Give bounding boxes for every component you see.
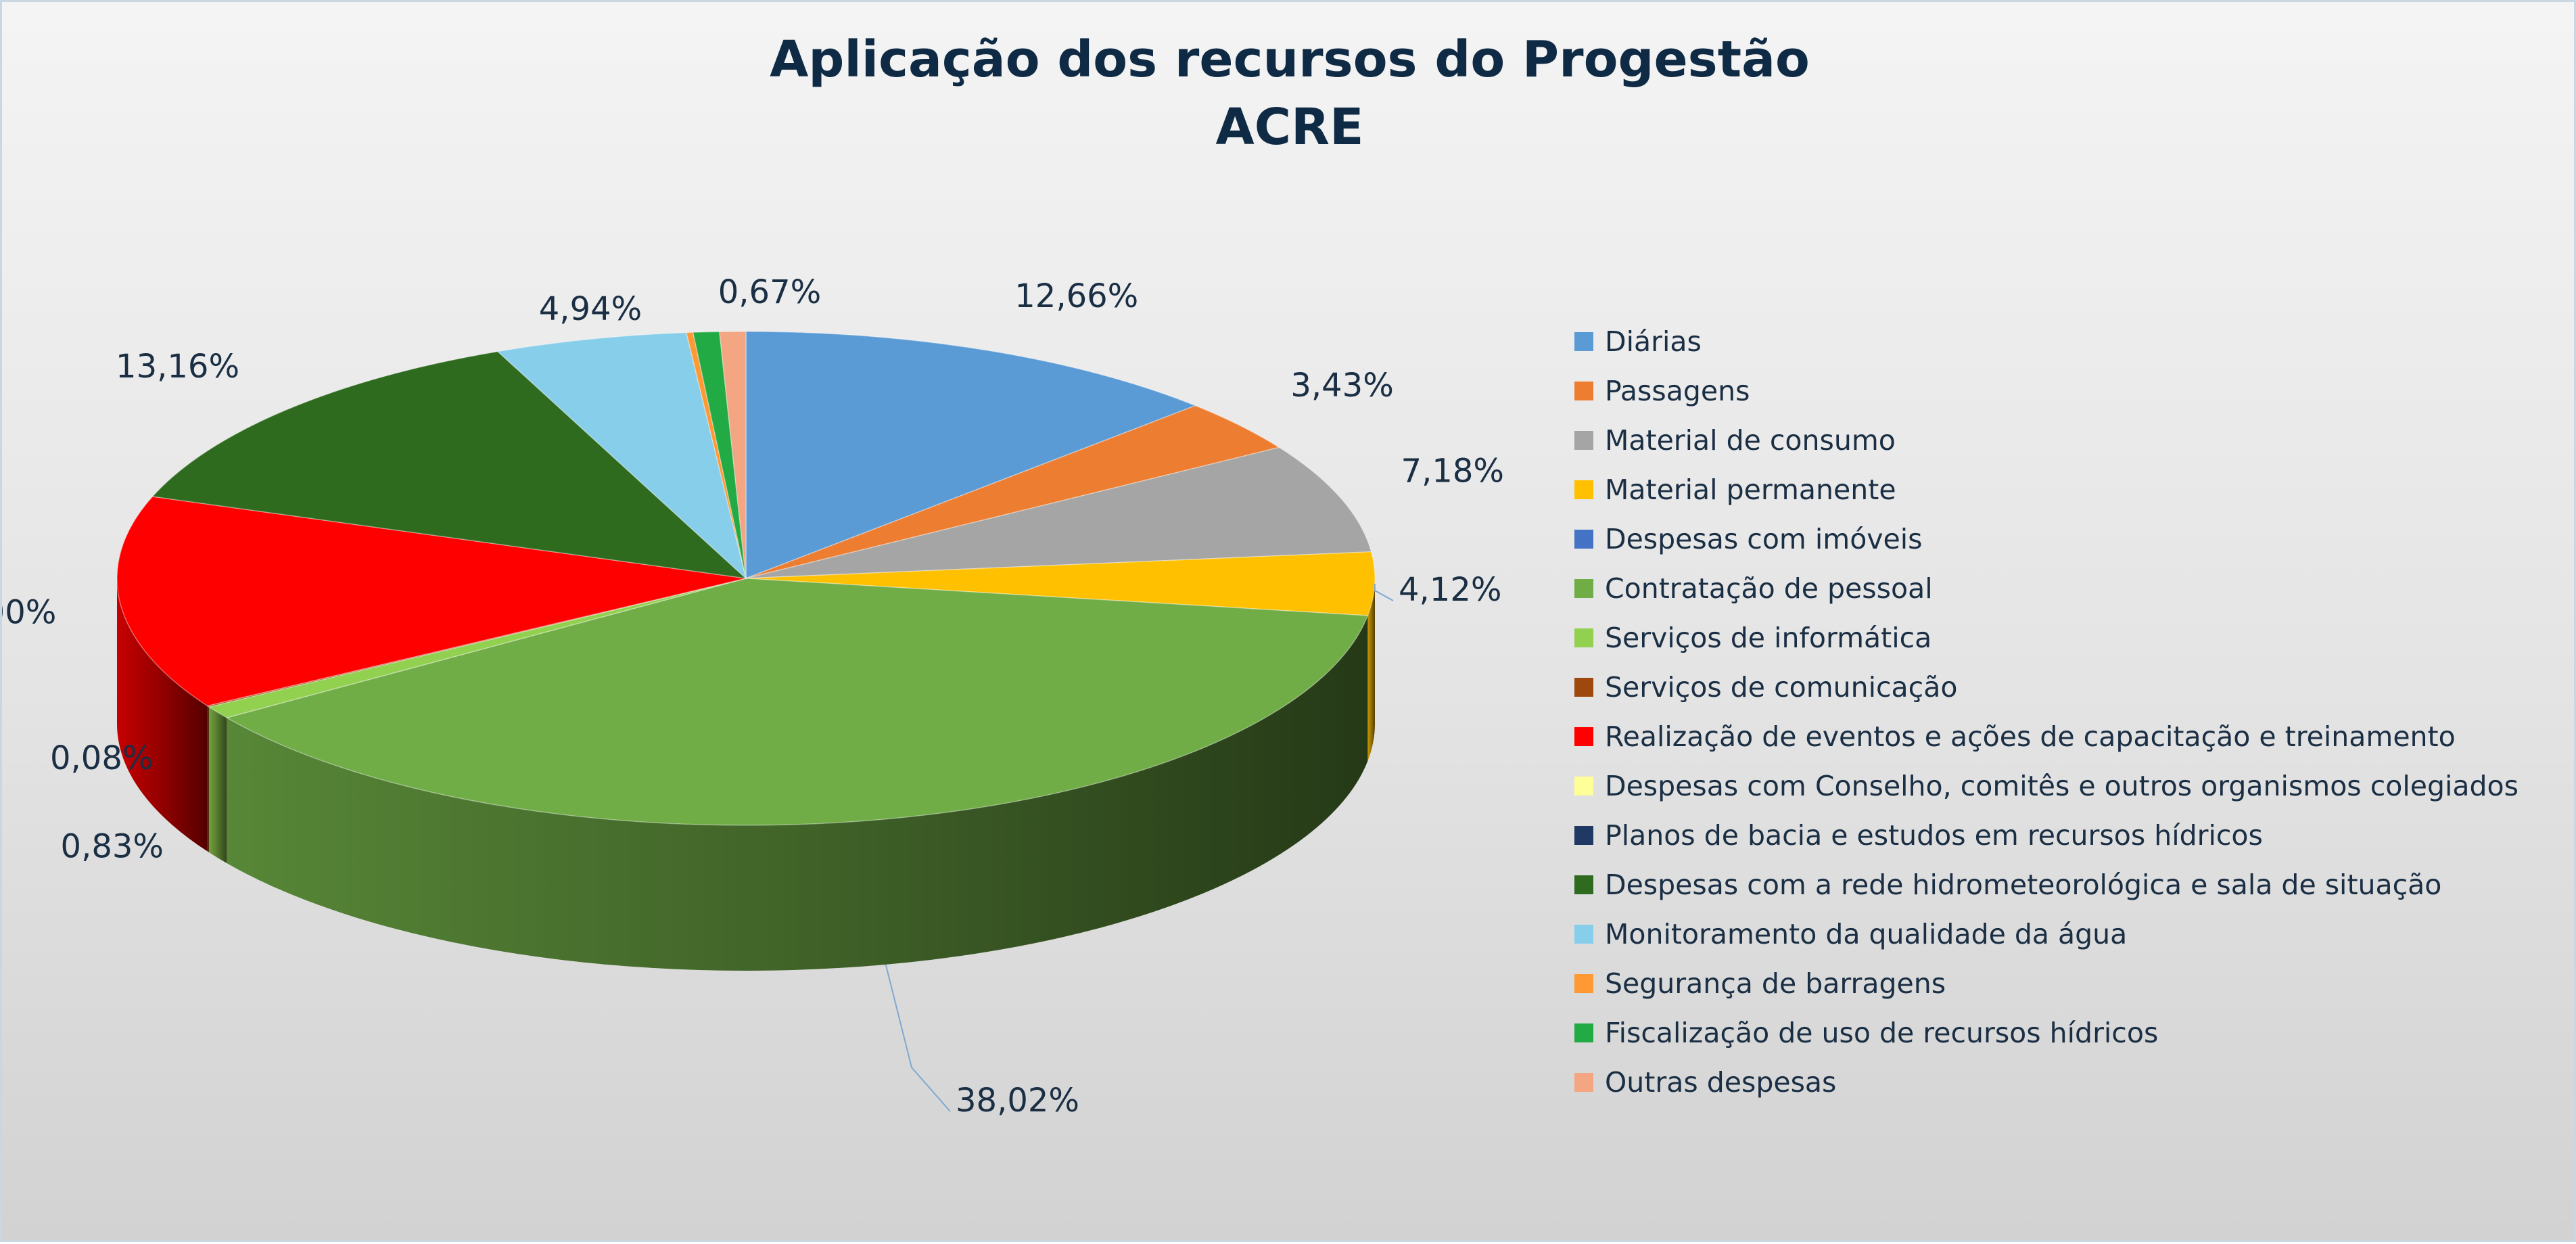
legend-label-monitoramento-da-qualidade-da-agua: Monitoramento da qualidade da água: [1605, 918, 2127, 950]
legend-label-fiscalizacao-de-uso-de-recursos-hidricos: Fiscalização de uso de recursos hídricos: [1605, 1017, 2158, 1049]
pie-slice-diarias: [745, 331, 1197, 580]
legend-label-outras-despesas: Outras despesas: [1605, 1066, 1836, 1099]
legend-label-despesas-com-conselho-comites-e-outros-organismos-colegiados: Despesas com Conselho, comitês e outros …: [1605, 770, 2519, 802]
legend-label-material-permanente: Material permanente: [1605, 474, 1896, 506]
legend-swatch-despesas-com-imoveis: [1574, 530, 1593, 549]
data-label-diarias: 12,66%: [1014, 277, 1138, 315]
legend-swatch-planos-de-bacia-e-estudos-em-recursos-hidricos: [1574, 826, 1593, 845]
pie-slice-despesas-com-a-rede-hidrometeorologica-e-sala-de-situacao: [151, 350, 748, 580]
legend-swatch-servicos-de-informatica: [1574, 628, 1593, 647]
pie-side-material-permanente: [1367, 578, 1375, 762]
pie-slice-outras-despesas: [718, 331, 747, 579]
legend-label-material-de-consumo: Material de consumo: [1605, 424, 1896, 457]
pie-slice-seguranca-de-barragens: [685, 331, 747, 579]
pie-slice-servicos-de-comunicacao: [206, 578, 747, 708]
pie-top: [116, 331, 1376, 826]
legend-swatch-despesas-com-a-rede-hidrometeorologica-e-sala-de-situacao: [1574, 875, 1593, 894]
legend-label-servicos-de-comunicacao: Serviços de comunicação: [1605, 671, 1957, 704]
data-label-outras-despesas: 0,67%: [718, 273, 821, 311]
pie-side-servicos-de-informatica: [208, 706, 227, 863]
data-label-servicos-de-informatica: 0,83%: [61, 828, 164, 866]
chart-title-line-1: Aplicação dos recursos do Progestão: [770, 30, 1810, 89]
chart-legend: Diárias Passagens Material de consumo Mater…: [1574, 325, 2519, 1099]
pie-slice-realizacao-de-eventos-e-acoes-de-capacitacao-e-treinamento: [116, 496, 747, 707]
data-label-despesas-com-a-rede-hidrometeorologica-e-sala-de-situacao: 13,16%: [116, 348, 239, 386]
legend-label-realizacao-de-eventos-e-acoes-de-capacitacao-e-treinamento: Realização de eventos e ações de capacit…: [1605, 720, 2456, 753]
legend-swatch-servicos-de-comunicacao: [1574, 678, 1593, 697]
data-label-material-de-consumo: 7,18%: [1401, 453, 1504, 490]
legend-swatch-contratacao-de-pessoal: [1574, 579, 1593, 598]
legend-label-diarias: Diárias: [1605, 325, 1702, 358]
data-label-monitoramento-da-qualidade-da-agua: 4,94%: [539, 290, 642, 328]
legend-swatch-material-de-consumo: [1574, 431, 1593, 450]
data-label-realizacao-de-eventos-e-acoes-de-capacitacao-e-treinamento: 14,00%: [2, 593, 56, 631]
legend-label-planos-de-bacia-e-estudos-em-recursos-hidricos: Planos de bacia e estudos em recursos hí…: [1605, 819, 2263, 852]
legend-swatch-outras-despesas: [1574, 1073, 1593, 1092]
pie-slice-monitoramento-da-qualidade-da-agua: [496, 331, 747, 580]
pie-slice-passagens: [745, 405, 1281, 579]
pie-slice-contratacao-de-pessoal: [225, 578, 1369, 826]
pie-side-servicos-de-comunicacao: [207, 706, 209, 852]
legend-label-despesas-com-imoveis: Despesas com imóveis: [1605, 523, 1923, 555]
pie-slice-fiscalizacao-de-uso-de-recursos-hidricos: [692, 331, 747, 579]
legend-label-servicos-de-informatica: Serviços de informática: [1605, 622, 1931, 654]
data-label-material-permanente: 4,12%: [1399, 571, 1501, 609]
chart-title-line-2: ACRE: [1215, 98, 1363, 156]
leader-line-material-permanente: [1374, 583, 1394, 601]
pie-side-realizacao-de-eventos-e-acoes-de-capacitacao-e-treinamento: [117, 578, 208, 852]
pie-side-contratacao-de-pessoal: [227, 616, 1368, 971]
legend-swatch-passagens: [1574, 382, 1593, 400]
data-label-passagens: 3,43%: [1290, 367, 1393, 405]
legend-label-contratacao-de-pessoal: Contratação de pessoal: [1605, 572, 1933, 605]
pie-sides: [117, 578, 1375, 971]
pie-data-labels: 12,66% 3,43% 7,18% 4,12% 38,02% 0,83% 0,08% 14,…: [2, 273, 1504, 1120]
legend-label-seguranca-de-barragens: Segurança de barragens: [1605, 967, 1946, 1000]
leader-line-contratacao-de-pessoal: [885, 964, 951, 1112]
legend-swatch-diarias: [1574, 332, 1593, 351]
legend-swatch-realizacao-de-eventos-e-acoes-de-capacitacao-e-treinamento: [1574, 727, 1593, 746]
legend-swatch-monitoramento-da-qualidade-da-agua: [1574, 925, 1593, 944]
legend-label-passagens: Passagens: [1605, 375, 1750, 407]
pie-slice-servicos-de-informatica: [208, 578, 747, 718]
legend-swatch-seguranca-de-barragens: [1574, 974, 1593, 993]
data-label-servicos-de-comunicacao: 0,08%: [50, 739, 153, 777]
pie-slice-material-de-consumo: [745, 446, 1372, 579]
data-label-contratacao-de-pessoal: 38,02%: [956, 1082, 1079, 1120]
legend-swatch-fiscalizacao-de-uso-de-recursos-hidricos: [1574, 1023, 1593, 1042]
legend-swatch-material-permanente: [1574, 480, 1593, 499]
legend-swatch-despesas-com-conselho-comites-e-outros-organismos-colegiados: [1574, 777, 1593, 796]
legend-label-despesas-com-a-rede-hidrometeorologica-e-sala-de-situacao: Despesas com a rede hidrometeorológica e…: [1605, 869, 2441, 901]
